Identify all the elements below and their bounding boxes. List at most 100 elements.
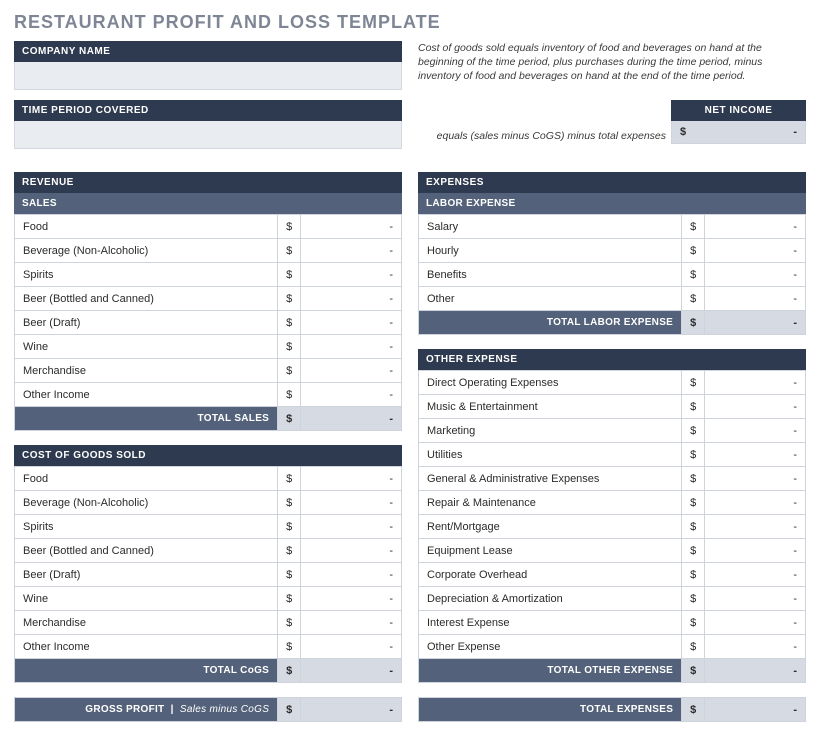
row-amount[interactable]: - [705, 491, 806, 515]
total-sales-label: TOTAL SALES [15, 407, 278, 431]
row-label: Other Income [15, 635, 278, 659]
row-currency[interactable]: $ [278, 539, 301, 563]
row-currency[interactable]: $ [278, 287, 301, 311]
total-expenses-label: TOTAL EXPENSES [419, 698, 682, 722]
row-amount[interactable]: - [301, 263, 402, 287]
row-amount[interactable]: - [705, 287, 806, 311]
total-sales-value: - [301, 407, 402, 431]
table-row: Hourly$- [419, 239, 806, 263]
net-income-label: NET INCOME [671, 100, 806, 121]
row-currency[interactable]: $ [278, 215, 301, 239]
row-amount[interactable]: - [705, 515, 806, 539]
row-currency[interactable]: $ [682, 635, 705, 659]
row-amount[interactable]: - [301, 539, 402, 563]
table-row: Other Income$- [15, 383, 402, 407]
table-row: Other Expense$- [419, 635, 806, 659]
row-currency[interactable]: $ [682, 215, 705, 239]
row-label: Corporate Overhead [419, 563, 682, 587]
row-amount[interactable]: - [705, 587, 806, 611]
row-currency[interactable]: $ [682, 287, 705, 311]
other-expense-table: Direct Operating Expenses$-Music & Enter… [418, 370, 806, 683]
total-expenses-table: TOTAL EXPENSES $ - [418, 697, 806, 722]
table-row: General & Administrative Expenses$- [419, 467, 806, 491]
row-currency[interactable]: $ [278, 263, 301, 287]
table-row: Rent/Mortgage$- [419, 515, 806, 539]
row-amount[interactable]: - [705, 395, 806, 419]
row-amount[interactable]: - [705, 611, 806, 635]
table-row: Food$- [15, 467, 402, 491]
company-name-input[interactable] [14, 62, 402, 90]
total-cogs-currency: $ [278, 659, 301, 683]
table-row: Wine$- [15, 587, 402, 611]
row-amount[interactable]: - [705, 371, 806, 395]
row-amount[interactable]: - [301, 287, 402, 311]
row-currency[interactable]: $ [682, 587, 705, 611]
row-amount[interactable]: - [301, 611, 402, 635]
gross-profit-row: GROSS PROFIT | Sales minus CoGS $ - [15, 698, 402, 722]
row-currency[interactable]: $ [682, 515, 705, 539]
cogs-table: Food$-Beverage (Non-Alcoholic)$-Spirits$… [14, 466, 402, 683]
row-amount[interactable]: - [301, 215, 402, 239]
row-currency[interactable]: $ [682, 371, 705, 395]
row-amount[interactable]: - [301, 335, 402, 359]
row-label: Beer (Bottled and Canned) [15, 539, 278, 563]
row-currency[interactable]: $ [278, 383, 301, 407]
row-amount[interactable]: - [705, 563, 806, 587]
row-currency[interactable]: $ [278, 335, 301, 359]
row-currency[interactable]: $ [278, 467, 301, 491]
row-amount[interactable]: - [301, 635, 402, 659]
row-label: Merchandise [15, 359, 278, 383]
row-amount[interactable]: - [301, 563, 402, 587]
row-amount[interactable]: - [301, 515, 402, 539]
row-amount[interactable]: - [301, 311, 402, 335]
row-amount[interactable]: - [705, 239, 806, 263]
row-amount[interactable]: - [705, 263, 806, 287]
row-amount[interactable]: - [705, 419, 806, 443]
gross-profit-table: GROSS PROFIT | Sales minus CoGS $ - [14, 697, 402, 722]
row-label: General & Administrative Expenses [419, 467, 682, 491]
row-currency[interactable]: $ [682, 263, 705, 287]
row-amount[interactable]: - [301, 491, 402, 515]
time-period-input[interactable] [14, 121, 402, 149]
row-currency[interactable]: $ [278, 587, 301, 611]
row-currency[interactable]: $ [682, 419, 705, 443]
table-row: Spirits$- [15, 515, 402, 539]
row-currency[interactable]: $ [278, 515, 301, 539]
row-amount[interactable]: - [301, 359, 402, 383]
page-title: RESTAURANT PROFIT AND LOSS TEMPLATE [14, 12, 806, 33]
row-amount[interactable]: - [705, 635, 806, 659]
row-currency[interactable]: $ [278, 491, 301, 515]
row-currency[interactable]: $ [682, 239, 705, 263]
row-amount[interactable]: - [705, 443, 806, 467]
row-label: Direct Operating Expenses [419, 371, 682, 395]
labor-expense-header: LABOR EXPENSE [418, 193, 806, 214]
row-amount[interactable]: - [705, 215, 806, 239]
table-row: Salary$- [419, 215, 806, 239]
row-label: Hourly [419, 239, 682, 263]
row-currency[interactable]: $ [278, 611, 301, 635]
row-amount[interactable]: - [705, 467, 806, 491]
row-currency[interactable]: $ [682, 467, 705, 491]
table-row: Beverage (Non-Alcoholic)$- [15, 239, 402, 263]
row-amount[interactable]: - [705, 539, 806, 563]
row-amount[interactable]: - [301, 383, 402, 407]
row-currency[interactable]: $ [682, 563, 705, 587]
row-amount[interactable]: - [301, 467, 402, 491]
row-currency[interactable]: $ [682, 611, 705, 635]
row-currency[interactable]: $ [278, 635, 301, 659]
row-currency[interactable]: $ [682, 539, 705, 563]
row-currency[interactable]: $ [278, 563, 301, 587]
row-label: Food [15, 467, 278, 491]
row-currency[interactable]: $ [682, 443, 705, 467]
row-currency[interactable]: $ [278, 239, 301, 263]
table-row: Wine$- [15, 335, 402, 359]
row-amount[interactable]: - [301, 239, 402, 263]
row-currency[interactable]: $ [278, 311, 301, 335]
row-currency[interactable]: $ [682, 395, 705, 419]
total-expenses-row: TOTAL EXPENSES $ - [419, 698, 806, 722]
row-amount[interactable]: - [301, 587, 402, 611]
row-currency[interactable]: $ [278, 359, 301, 383]
row-label: Depreciation & Amortization [419, 587, 682, 611]
row-currency[interactable]: $ [682, 491, 705, 515]
expenses-header: EXPENSES [418, 172, 806, 193]
